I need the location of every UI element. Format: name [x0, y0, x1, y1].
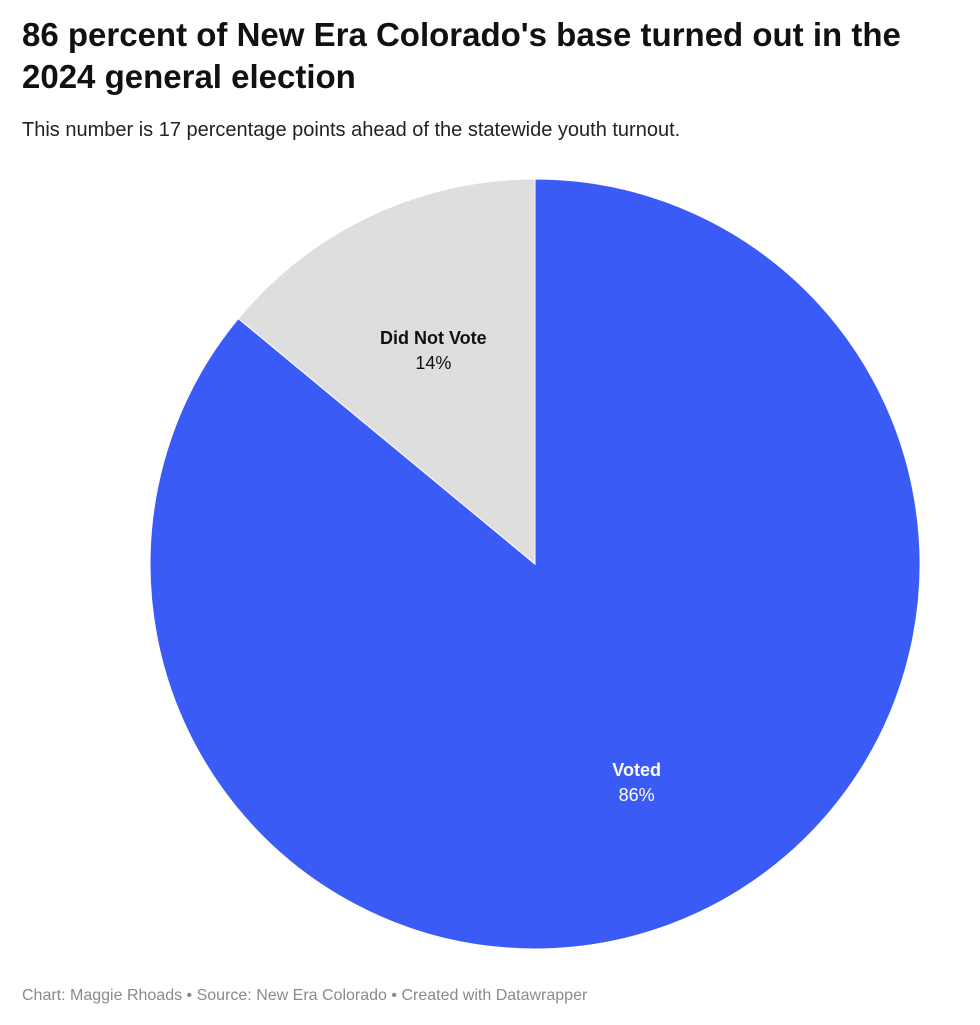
pie-slice-did-not-vote [237, 178, 536, 566]
footer-separator: • [391, 987, 397, 1004]
chart-subtitle: This number is 17 percentage points ahea… [22, 119, 681, 141]
chart-source: Source: New Era Colorado [196, 987, 387, 1004]
slice-label-voted: Voted [612, 760, 661, 780]
chart-footer: Chart: Maggie Rhoads • Source: New Era C… [22, 984, 587, 1008]
chart-title: 86 percent of New Era Colorado's base tu… [22, 16, 901, 95]
chart-credit: Chart: Maggie Rhoads [22, 987, 183, 1004]
slice-label-did-not-vote: Did Not Vote [380, 328, 487, 348]
slice-value-voted: 86% [619, 785, 655, 805]
footer-separator: • [186, 987, 193, 1004]
created-with-link[interactable]: Created with Datawrapper [401, 987, 588, 1004]
slice-value-did-not-vote: 14% [415, 353, 451, 373]
